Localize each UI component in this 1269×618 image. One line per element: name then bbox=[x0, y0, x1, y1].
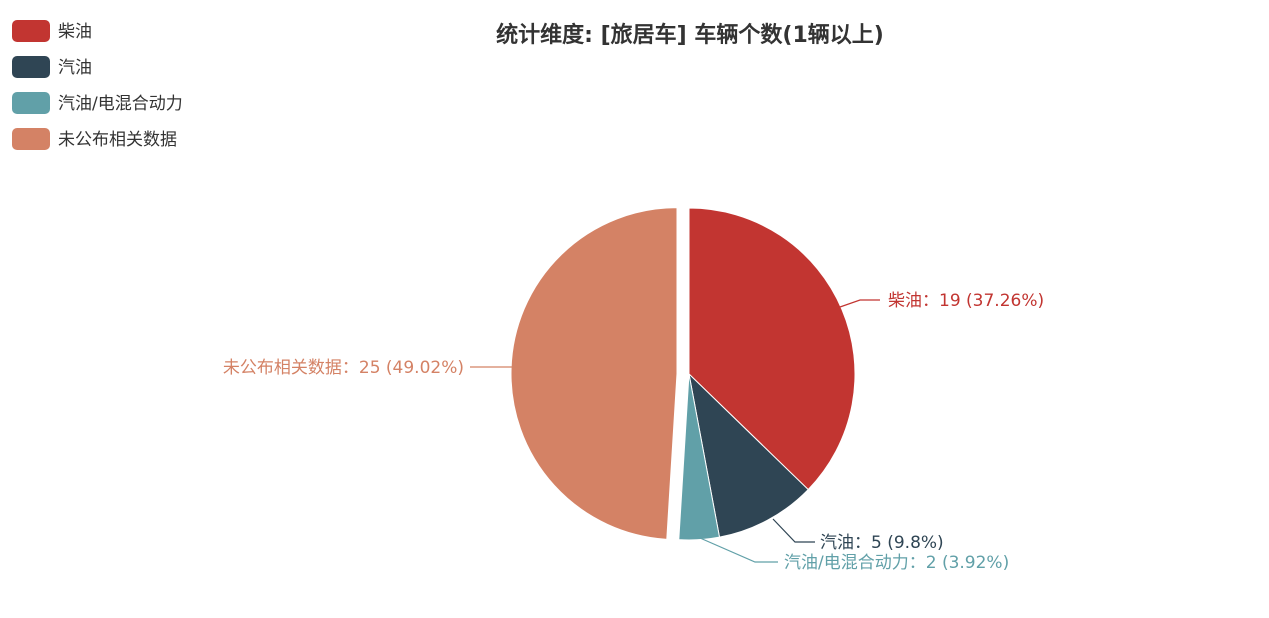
slice-label: 汽油：5 (9.8%) bbox=[820, 533, 944, 553]
chart-title: 统计维度: [旅居车] 车辆个数(1辆以上) bbox=[496, 22, 884, 48]
slice-labels: 柴油：19 (37.26%) 汽油：5 (9.8%)汽油/电混合动力：2 (3.9… bbox=[223, 291, 1044, 573]
legend-label: 汽油/电混合动力 bbox=[58, 94, 183, 114]
legend-label: 汽油 bbox=[58, 58, 92, 78]
label-line bbox=[699, 537, 778, 563]
label-line bbox=[772, 518, 815, 543]
legend-swatch bbox=[12, 20, 50, 42]
slices bbox=[510, 207, 856, 541]
legend-label: 未公布相关数据 bbox=[58, 130, 177, 150]
legend-label: 柴油 bbox=[58, 22, 92, 42]
legend-item[interactable]: 汽油 bbox=[12, 56, 92, 78]
pie-slice[interactable] bbox=[688, 372, 809, 538]
slice-label: 汽油/电混合动力：2 (3.92%) bbox=[784, 553, 1009, 573]
pie-slice[interactable] bbox=[510, 207, 678, 540]
legend-swatch bbox=[12, 56, 50, 78]
pie-slice[interactable] bbox=[678, 373, 721, 541]
slice-label: 未公布相关数据：25 (49.02%) bbox=[223, 358, 464, 378]
legend-swatch bbox=[12, 92, 50, 114]
legend-swatch bbox=[12, 128, 50, 150]
slice-label: 柴油：19 (37.26%) bbox=[888, 291, 1044, 311]
legend-item[interactable]: 柴油 bbox=[12, 20, 92, 42]
legend-item[interactable]: 未公布相关数据 bbox=[12, 128, 177, 150]
legend-item[interactable]: 汽油/电混合动力 bbox=[12, 92, 183, 114]
label-line bbox=[839, 299, 880, 308]
pie-slice[interactable] bbox=[688, 207, 856, 491]
